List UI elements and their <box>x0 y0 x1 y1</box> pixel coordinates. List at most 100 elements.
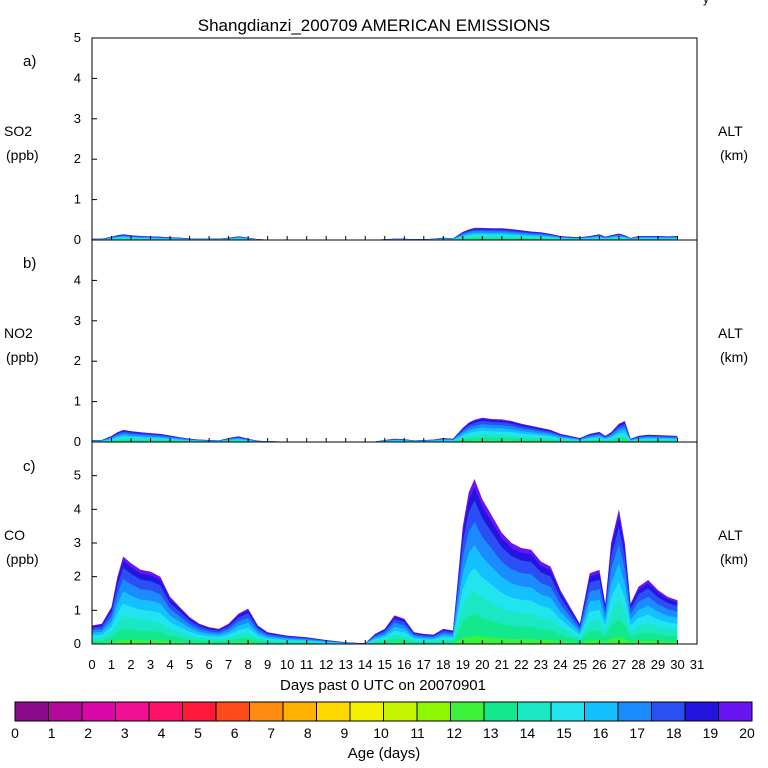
colorbar-tick-label: 7 <box>267 725 275 741</box>
y-tick-label: 5 <box>74 468 81 483</box>
panel-a-alt-units: (km) <box>720 147 748 163</box>
x-tick-label: 16 <box>397 657 411 672</box>
y-tick-label: 1 <box>74 394 81 409</box>
panel-c-alt-label: ALT <box>718 527 743 543</box>
x-tick-label: 0 <box>88 657 95 672</box>
y-tick-label: 1 <box>74 192 81 207</box>
colorbar-tick-label: 0 <box>11 725 19 741</box>
colorbar-tick-label: 5 <box>194 725 202 741</box>
y-tick-label: 2 <box>74 569 81 584</box>
y-tick-label: 4 <box>74 70 81 85</box>
x-tick-label: 22 <box>514 657 528 672</box>
x-tick-label: 18 <box>436 657 450 672</box>
colorbar-tick-label: 9 <box>341 725 349 741</box>
y-tick-label: 4 <box>74 272 81 287</box>
panel-a-y-axis: 0 1 2 3 4 5 <box>74 30 97 247</box>
corner-mark: ý <box>703 0 709 6</box>
panel-c-alt-units: (km) <box>720 551 748 567</box>
x-tick-label: 5 <box>186 657 193 672</box>
x-tick-label: 7 <box>225 657 232 672</box>
x-tick-label: 1 <box>108 657 115 672</box>
colorbar-swatch <box>684 701 719 722</box>
colorbar-tick-label: 13 <box>483 725 499 741</box>
y-tick-label: 3 <box>74 313 81 328</box>
x-tick-label: 4 <box>166 657 173 672</box>
x-tick-label: 23 <box>534 657 548 672</box>
colorbar-swatch <box>450 701 485 722</box>
x-tick-label: 3 <box>147 657 154 672</box>
panel-a-so2-area <box>92 227 678 240</box>
x-tick-label: 11 <box>300 657 314 672</box>
colorbar-swatch <box>282 701 317 722</box>
age-colorbar: 0 1 2 3 4 5 6 7 8 9 10 11 12 13 14 15 16 17 18 19 20 <box>11 701 755 741</box>
y-tick-label: 0 <box>74 232 81 247</box>
x-tick-label: 8 <box>245 657 252 672</box>
x-tick-label: 10 <box>280 657 294 672</box>
x-tick-label: 24 <box>553 657 567 672</box>
colorbar-swatch <box>48 701 83 722</box>
colorbar-swatch <box>81 701 116 722</box>
panel-b-alt-label: ALT <box>718 325 743 341</box>
panel-c-letter: c) <box>23 458 36 475</box>
colorbar-swatch <box>115 701 150 722</box>
panel-c-co-area <box>92 479 678 644</box>
y-tick-label: 2 <box>74 151 81 166</box>
colorbar-swatch <box>416 701 451 722</box>
colorbar-swatch <box>182 701 217 722</box>
panel-b-frame <box>91 239 698 443</box>
colorbar-swatch <box>249 701 284 722</box>
colorbar-tick-label: 18 <box>666 725 682 741</box>
y-tick-label: 0 <box>74 636 81 651</box>
panel-c-species: CO <box>4 527 25 543</box>
x-tick-label: 21 <box>495 657 509 672</box>
x-tick-label: 15 <box>378 657 392 672</box>
colorbar-label: Age (days) <box>348 745 421 762</box>
colorbar-tick-label: 16 <box>593 725 609 741</box>
panel-b-alt-units: (km) <box>720 349 748 365</box>
y-tick-label: 4 <box>74 501 81 516</box>
age-band-area <box>92 237 678 240</box>
colorbar-swatch <box>651 701 686 722</box>
x-tick-label: 27 <box>612 657 626 672</box>
x-axis: 0 1 2 3 4 5 6 7 8 9 10 11 12 13 14 15 16 17 18 19 20 21 22 23 24… <box>88 236 704 672</box>
colorbar-swatch <box>517 701 552 722</box>
colorbar-tick-label: 19 <box>703 725 719 741</box>
age-band-area <box>92 635 678 644</box>
x-tick-label: 14 <box>358 657 372 672</box>
colorbar-swatch <box>14 701 49 722</box>
x-tick-label: 13 <box>338 657 352 672</box>
colorbar-swatch <box>383 701 418 722</box>
panel-b-species: NO2 <box>4 325 33 341</box>
panel-b-y-axis: 0 1 2 3 4 <box>74 272 97 449</box>
colorbar-tick-label: 14 <box>520 725 536 741</box>
x-axis-label: Days past 0 UTC on 20070901 <box>280 677 486 694</box>
colorbar-swatch <box>718 701 753 722</box>
x-tick-label: 12 <box>319 657 333 672</box>
figure-title: Shangdianzi_200709 AMERICAN EMISSIONS <box>198 16 550 35</box>
x-tick-label: 20 <box>475 657 489 672</box>
colorbar-tick-label: 15 <box>556 725 572 741</box>
panel-b-units: (ppb) <box>6 349 39 365</box>
x-tick-label: 28 <box>631 657 645 672</box>
y-tick-label: 3 <box>74 535 81 550</box>
colorbar-swatch <box>550 701 585 722</box>
y-tick-label: 5 <box>74 30 81 45</box>
colorbar-swatch <box>617 701 652 722</box>
colorbar-tick-label: 17 <box>629 725 645 741</box>
panel-a-alt-label: ALT <box>718 123 743 139</box>
panel-c-units: (ppb) <box>6 551 39 567</box>
colorbar-swatch <box>148 701 183 722</box>
x-tick-label: 26 <box>592 657 606 672</box>
panel-b-letter: b) <box>23 255 36 272</box>
x-tick-label: 29 <box>651 657 665 672</box>
x-tick-label: 31 <box>690 657 704 672</box>
colorbar-tick-label: 12 <box>446 725 462 741</box>
y-tick-label: 0 <box>74 434 81 449</box>
colorbar-swatch <box>215 701 250 722</box>
colorbar-tick-label: 10 <box>373 725 389 741</box>
y-tick-label: 3 <box>74 111 81 126</box>
colorbar-tick-label: 3 <box>121 725 129 741</box>
panel-a-frame <box>91 37 698 241</box>
x-tick-label: 30 <box>670 657 684 672</box>
